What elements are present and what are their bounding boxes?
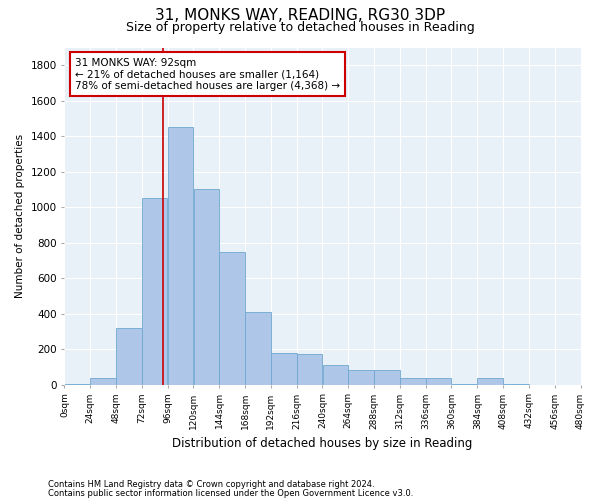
Bar — [323, 365, 348, 384]
Bar — [400, 378, 425, 384]
Text: 31 MONKS WAY: 92sqm
← 21% of detached houses are smaller (1,164)
78% of semi-det: 31 MONKS WAY: 92sqm ← 21% of detached ho… — [75, 58, 340, 91]
Bar — [426, 378, 451, 384]
Text: Contains public sector information licensed under the Open Government Licence v3: Contains public sector information licen… — [48, 489, 413, 498]
X-axis label: Distribution of detached houses by size in Reading: Distribution of detached houses by size … — [172, 437, 473, 450]
Y-axis label: Number of detached properties: Number of detached properties — [15, 134, 25, 298]
Text: Contains HM Land Registry data © Crown copyright and database right 2024.: Contains HM Land Registry data © Crown c… — [48, 480, 374, 489]
Bar — [168, 128, 193, 384]
Bar — [349, 370, 374, 384]
Bar — [245, 312, 271, 384]
Bar — [142, 198, 167, 384]
Bar — [91, 378, 116, 384]
Text: 31, MONKS WAY, READING, RG30 3DP: 31, MONKS WAY, READING, RG30 3DP — [155, 8, 445, 22]
Bar — [271, 352, 296, 384]
Bar — [116, 328, 142, 384]
Bar — [297, 354, 322, 384]
Bar — [478, 378, 503, 384]
Text: Size of property relative to detached houses in Reading: Size of property relative to detached ho… — [125, 21, 475, 34]
Bar — [374, 370, 400, 384]
Bar — [194, 190, 219, 384]
Bar — [220, 252, 245, 384]
